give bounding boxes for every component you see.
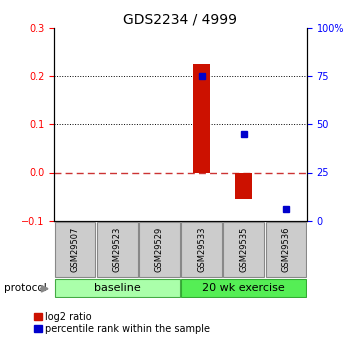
Bar bbox=[97, 222, 138, 277]
Text: GSM29529: GSM29529 bbox=[155, 227, 164, 272]
Text: GSM29536: GSM29536 bbox=[281, 227, 290, 272]
Text: GSM29507: GSM29507 bbox=[71, 227, 80, 272]
Bar bbox=[55, 222, 95, 277]
Bar bbox=[266, 222, 306, 277]
Text: baseline: baseline bbox=[94, 284, 141, 293]
Text: GSM29535: GSM29535 bbox=[239, 227, 248, 272]
Bar bbox=[235, 172, 252, 199]
Bar bbox=[181, 279, 306, 297]
Bar bbox=[223, 222, 264, 277]
Bar bbox=[181, 222, 222, 277]
Text: GSM29523: GSM29523 bbox=[113, 227, 122, 272]
Title: GDS2234 / 4999: GDS2234 / 4999 bbox=[123, 12, 238, 27]
Legend: log2 ratio, percentile rank within the sample: log2 ratio, percentile rank within the s… bbox=[34, 312, 210, 334]
Bar bbox=[139, 222, 180, 277]
Text: GSM29533: GSM29533 bbox=[197, 227, 206, 272]
Text: protocol: protocol bbox=[4, 284, 46, 293]
Text: 20 wk exercise: 20 wk exercise bbox=[202, 284, 285, 293]
Bar bbox=[55, 279, 180, 297]
Bar bbox=[193, 64, 210, 172]
